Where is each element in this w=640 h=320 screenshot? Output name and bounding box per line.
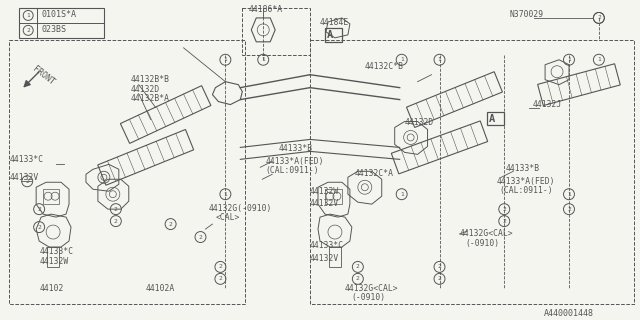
Text: 1: 1	[261, 57, 265, 62]
Text: 2: 2	[114, 207, 118, 212]
Text: 023BS: 023BS	[41, 25, 66, 34]
Text: 44132W: 44132W	[39, 257, 68, 266]
Text: 44186*A: 44186*A	[248, 5, 282, 14]
Text: 2: 2	[438, 264, 442, 269]
Text: 44132G<CAL>: 44132G<CAL>	[460, 229, 513, 238]
Text: 44132C*A: 44132C*A	[355, 169, 394, 178]
Text: 1: 1	[400, 57, 404, 62]
Text: 44133*C: 44133*C	[39, 247, 73, 256]
Text: 44132W: 44132W	[310, 187, 339, 196]
Text: (CAL:0911-): (CAL:0911-)	[499, 186, 553, 195]
Text: 44132J: 44132J	[532, 100, 561, 108]
Text: 1: 1	[400, 192, 404, 197]
Text: 44133*A(FED): 44133*A(FED)	[496, 177, 555, 186]
Text: 2: 2	[502, 219, 506, 224]
Text: 2: 2	[114, 219, 118, 224]
Text: A440001448: A440001448	[544, 309, 594, 318]
Text: <CAL>: <CAL>	[216, 213, 240, 222]
Text: 2: 2	[26, 179, 29, 184]
Text: N370029: N370029	[509, 10, 543, 19]
Text: 44132C*B: 44132C*B	[365, 62, 404, 71]
Text: (-0910): (-0910)	[352, 293, 386, 302]
Text: 44102: 44102	[39, 284, 63, 293]
Text: 44132G<CAL>: 44132G<CAL>	[345, 284, 399, 293]
Text: 1: 1	[223, 192, 227, 197]
Text: 44133*B: 44133*B	[278, 144, 312, 153]
Text: 44132B*A: 44132B*A	[131, 94, 170, 103]
Text: A: A	[327, 30, 333, 40]
Text: (CAL:0911-): (CAL:0911-)	[265, 166, 319, 175]
Text: 2: 2	[198, 235, 202, 240]
Text: FRONT: FRONT	[31, 65, 56, 87]
Text: 2: 2	[218, 264, 222, 269]
Text: 44132V: 44132V	[310, 254, 339, 263]
Text: 44132V: 44132V	[9, 173, 38, 182]
Text: 2: 2	[356, 264, 360, 269]
Text: 1: 1	[223, 57, 227, 62]
Text: 44132V: 44132V	[310, 199, 339, 208]
Text: 0101S*A: 0101S*A	[41, 10, 76, 19]
Text: 2: 2	[597, 15, 601, 20]
Text: 1: 1	[567, 57, 571, 62]
Text: 44102A: 44102A	[146, 284, 175, 293]
Text: 2: 2	[502, 207, 506, 212]
Text: 2: 2	[26, 28, 30, 33]
Text: (-0910): (-0910)	[465, 239, 500, 248]
Text: 2: 2	[37, 225, 41, 229]
Text: 44132G(-0910): 44132G(-0910)	[209, 204, 272, 213]
Text: 2: 2	[567, 207, 571, 212]
Text: 2: 2	[218, 276, 222, 281]
Text: A: A	[490, 114, 495, 124]
Text: 44132D: 44132D	[131, 85, 160, 94]
Text: 2: 2	[37, 207, 41, 212]
Text: 1: 1	[438, 57, 442, 62]
Text: 44133*A(FED): 44133*A(FED)	[265, 157, 324, 166]
Text: 44132B*B: 44132B*B	[131, 75, 170, 84]
Text: 44133*C: 44133*C	[9, 155, 44, 164]
Text: 44133*C: 44133*C	[310, 241, 344, 250]
Text: 2: 2	[356, 276, 360, 281]
Text: 2: 2	[438, 276, 442, 281]
Text: 2: 2	[169, 221, 173, 227]
Text: 44184E: 44184E	[320, 18, 349, 27]
Text: 1: 1	[567, 192, 571, 197]
Text: 1: 1	[597, 57, 601, 62]
Text: 1: 1	[26, 13, 30, 18]
Text: 44132D: 44132D	[404, 117, 434, 126]
Text: 44133*B: 44133*B	[505, 164, 540, 173]
